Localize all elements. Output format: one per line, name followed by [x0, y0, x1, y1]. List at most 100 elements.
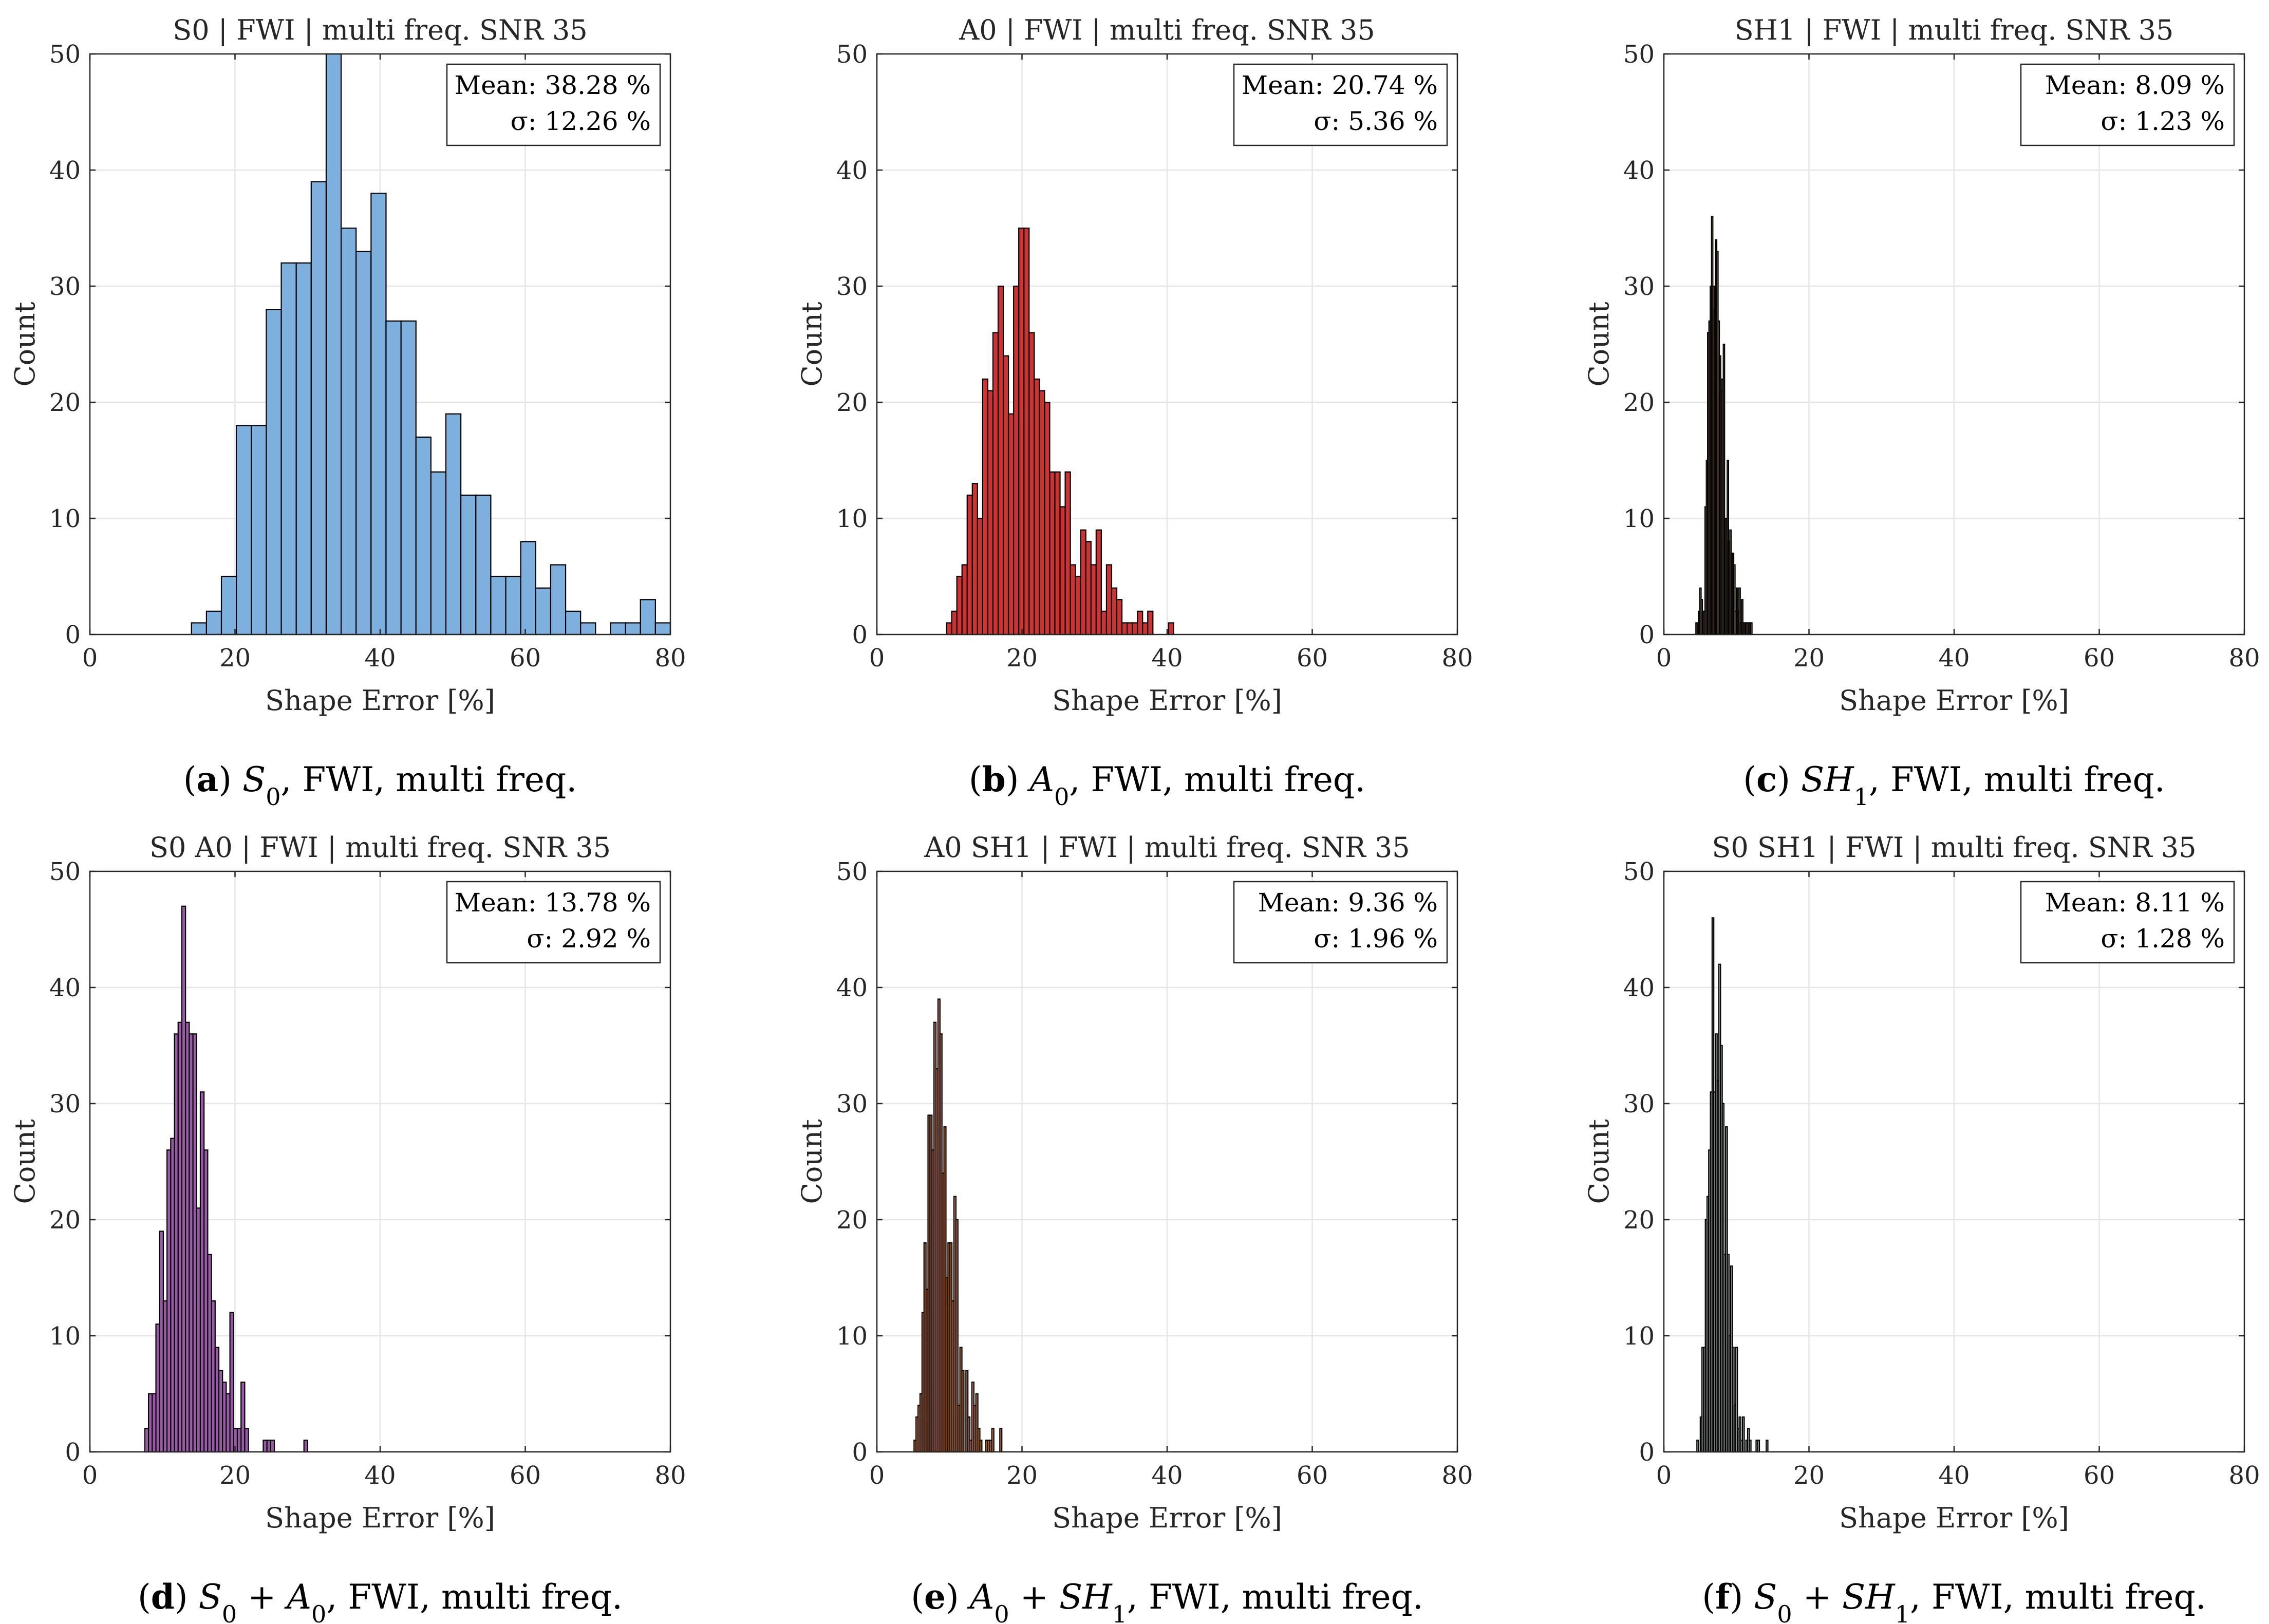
y-tick-label: 30 [836, 272, 868, 301]
y-tick-label: 50 [836, 40, 868, 69]
legend-mean: Mean: 9.36 % [1258, 888, 1438, 918]
caption-subscript: 1 [1112, 1600, 1127, 1624]
histogram-bar [1100, 610, 1108, 636]
caption-label: a [197, 759, 219, 799]
caption-paren: ) [1730, 1577, 1754, 1617]
histogram-bar [1085, 541, 1092, 636]
histogram-bar [961, 564, 968, 636]
caption-math: SH [1842, 1577, 1896, 1617]
histogram-bar [1696, 1440, 1699, 1453]
histogram-bar [1070, 564, 1076, 636]
histogram-bar [654, 622, 671, 636]
histogram-bar [1013, 285, 1020, 636]
subfigure-caption: (e) A0 + SH1, FWI, multi freq. [911, 1577, 1423, 1624]
chart-title: A0 SH1 | FWI | multi freq. SNR 35 [924, 831, 1410, 864]
histogram-bar [520, 541, 536, 636]
caption-subscript: 1 [1895, 1600, 1910, 1624]
histogram-bar [1749, 1440, 1752, 1453]
caption-math: S [242, 760, 266, 799]
x-tick-label: 40 [364, 644, 396, 673]
x-tick-label: 40 [1151, 644, 1183, 673]
histogram-bar [1064, 471, 1071, 636]
caption-subscript: 0 [994, 1600, 1009, 1624]
caption-math: S [1754, 1577, 1777, 1617]
histogram-bar [1742, 1416, 1745, 1453]
histogram-bar [325, 53, 342, 636]
histogram-bar [1044, 401, 1051, 636]
x-tick-label: 80 [1441, 1461, 1473, 1490]
caption-paren: ) [1777, 760, 1801, 799]
histogram-bar [1023, 227, 1030, 636]
histogram-bar [992, 332, 999, 636]
histogram-bar [956, 575, 963, 636]
histogram-bar [1008, 413, 1015, 636]
histogram-bar [370, 193, 387, 636]
x-axis-label: Shape Error [%] [1839, 1502, 2069, 1534]
histogram-bar [982, 378, 989, 636]
caption-text: + [1792, 1577, 1842, 1617]
histogram-bar [951, 610, 958, 636]
histogram-bar [1168, 622, 1174, 636]
caption-text: , FWI, multi freq. [326, 1577, 623, 1617]
caption-math: S [199, 1577, 222, 1617]
stats-legend: Mean: 8.11 % σ: 1.28 % [2020, 881, 2235, 964]
caption-label: c [1756, 759, 1777, 799]
stats-legend: Mean: 38.28 % σ: 12.26 % [446, 63, 661, 146]
caption-subscript: 0 [311, 1600, 326, 1624]
y-tick-label: 30 [49, 272, 81, 301]
subfigure-caption: (a) S0, FWI, multi freq. [183, 759, 577, 811]
histogram-bar [1142, 622, 1149, 636]
histogram-bar [966, 494, 973, 636]
x-tick-label: 20 [219, 1461, 251, 1490]
subfigure-caption: (c) SH1, FWI, multi freq. [1743, 759, 2165, 811]
histogram-bar [997, 285, 1004, 636]
y-tick-label: 10 [1623, 505, 1655, 533]
subfigure-caption: (f) S0 + SH1, FWI, multi freq. [1702, 1577, 2206, 1624]
caption-paren: ) [218, 760, 242, 799]
histogram-bar [1095, 529, 1102, 636]
y-tick-label: 50 [836, 857, 868, 886]
x-tick-label: 20 [1793, 644, 1825, 673]
x-axis-label: Shape Error [%] [265, 684, 495, 717]
histogram-bar [1080, 529, 1086, 636]
x-tick-label: 60 [2084, 644, 2115, 673]
histogram-bar [430, 471, 447, 636]
histogram-bar [580, 622, 596, 636]
x-tick-label: 80 [1441, 644, 1473, 673]
histogram-bar [971, 483, 978, 636]
y-tick-label: 50 [49, 40, 81, 69]
caption-paren: ) [175, 1577, 199, 1617]
caption-text: , FWI, multi freq. [1910, 1577, 2206, 1617]
x-tick-label: 20 [1793, 1461, 1825, 1490]
caption-math: A [967, 1577, 995, 1617]
x-tick-label: 20 [219, 644, 251, 673]
histogram-bar [295, 262, 312, 636]
histogram-bar [310, 181, 327, 636]
chart-title: SH1 | FWI | multi freq. SNR 35 [1735, 14, 2174, 46]
histogram-bar [244, 1428, 249, 1453]
caption-paren: ( [183, 760, 197, 799]
histogram-bar [385, 320, 402, 636]
x-tick-label: 0 [1656, 1461, 1672, 1490]
legend-box [2020, 881, 2235, 964]
x-axis-label: Shape Error [%] [1052, 684, 1282, 717]
caption-subscript: 1 [1854, 783, 1869, 811]
legend-mean: Mean: 8.11 % [2045, 888, 2225, 918]
legend-box [446, 881, 661, 964]
x-tick-label: 20 [1006, 1461, 1038, 1490]
chart-title: A0 | FWI | multi freq. SNR 35 [959, 14, 1375, 46]
caption-paren: ) [946, 1577, 970, 1617]
stats-legend: Mean: 8.09 % σ: 1.23 % [2020, 63, 2235, 146]
legend-mean: Mean: 13.78 % [455, 888, 651, 918]
subfigure-caption: (b) A0, FWI, multi freq. [969, 759, 1365, 811]
y-tick-label: 30 [49, 1090, 81, 1118]
histogram-bar [303, 1440, 308, 1453]
histogram-bar [1121, 622, 1128, 636]
histogram-bar [1034, 378, 1040, 636]
histogram-bar [987, 390, 994, 636]
histogram-bar [355, 251, 372, 636]
histogram-bar [1039, 390, 1045, 636]
histogram-bar [535, 587, 552, 636]
